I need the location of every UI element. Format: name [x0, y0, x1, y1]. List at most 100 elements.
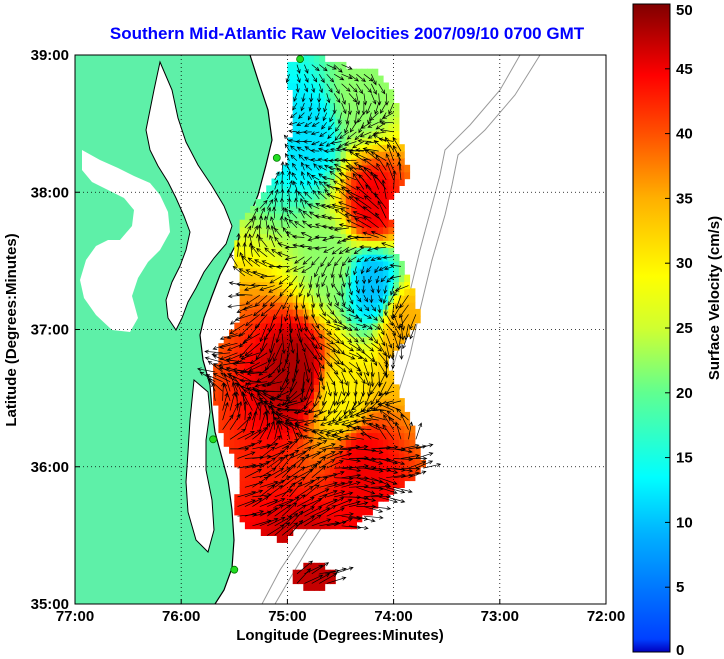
velocity-arrow	[348, 83, 358, 93]
velocity-arrow	[235, 282, 253, 287]
velocity-cell	[351, 137, 357, 145]
velocity-arrow	[395, 421, 402, 440]
velocity-arrow	[333, 163, 350, 171]
velocity-arrow	[317, 436, 335, 441]
velocity-cell	[244, 240, 251, 248]
velocity-cell	[250, 336, 257, 344]
velocity-arrow	[378, 486, 398, 495]
velocity-cell	[324, 233, 331, 241]
velocity-cell	[255, 240, 262, 248]
velocity-cell	[404, 446, 411, 454]
velocity-arrow	[300, 171, 305, 181]
velocity-cell	[335, 507, 342, 516]
velocity-arrow	[311, 256, 320, 266]
velocity-cell	[383, 418, 389, 427]
velocity-cell	[351, 274, 357, 283]
velocity-cell	[266, 487, 273, 495]
velocity-cell	[308, 151, 315, 159]
velocity-arrow	[300, 232, 312, 238]
velocity-cell	[345, 473, 352, 482]
velocity-arrow	[378, 333, 386, 347]
velocity-cell	[398, 295, 405, 303]
velocity-cell	[298, 96, 304, 104]
velocity-cell	[335, 521, 342, 530]
velocity-cell	[329, 501, 336, 509]
velocity-cell	[292, 82, 299, 90]
velocity-arrow	[276, 264, 290, 269]
velocity-arrow	[333, 352, 344, 366]
velocity-arrow	[370, 93, 377, 105]
velocity-cell	[340, 212, 347, 221]
velocity-arrow	[277, 352, 283, 374]
velocity-cell	[372, 151, 379, 159]
velocity-cell	[292, 411, 299, 420]
velocity-cell	[239, 487, 246, 495]
velocity-cell	[234, 446, 241, 454]
velocity-cell	[287, 171, 294, 180]
velocity-cell	[282, 411, 288, 420]
velocity-cell	[351, 391, 357, 399]
velocity-arrow	[311, 448, 327, 459]
velocity-arrow	[252, 207, 259, 219]
velocity-cell	[292, 569, 299, 578]
velocity-cell	[292, 521, 299, 530]
velocity-arrow	[326, 490, 346, 498]
velocity-arrow	[348, 304, 355, 314]
velocity-arrow	[389, 285, 394, 296]
velocity-cell	[213, 391, 219, 399]
velocity-cell	[361, 240, 368, 248]
velocity-arrow	[386, 486, 406, 494]
velocity-cell	[313, 254, 320, 262]
velocity-cell	[276, 453, 283, 461]
velocity-arrow	[298, 112, 305, 119]
velocity-cell	[367, 281, 373, 289]
velocity-arrow	[309, 371, 315, 393]
velocity-cell	[229, 336, 235, 344]
velocity-cell	[303, 466, 310, 475]
velocity-arrow	[333, 323, 348, 330]
velocity-arrow	[273, 343, 283, 363]
velocity-cell	[308, 473, 315, 482]
velocity-cell	[250, 343, 257, 351]
velocity-cell	[361, 473, 368, 482]
velocity-arrow	[361, 102, 366, 116]
velocity-cell	[372, 473, 379, 482]
velocity-cell	[404, 425, 411, 434]
velocity-cell	[303, 514, 310, 523]
velocity-arrow	[354, 197, 372, 209]
velocity-cell	[383, 432, 389, 440]
velocity-cell	[324, 260, 331, 269]
velocity-cell	[292, 116, 299, 125]
velocity-cell	[303, 61, 310, 70]
velocity-cell	[308, 212, 315, 221]
velocity-cell	[351, 363, 357, 372]
velocity-arrow	[343, 410, 357, 419]
velocity-cell	[393, 439, 400, 447]
velocity-arrow	[237, 401, 243, 421]
velocity-cell	[271, 336, 278, 344]
velocity-cell	[383, 494, 389, 502]
velocity-cell	[255, 199, 262, 207]
velocity-arrow	[319, 131, 327, 137]
velocity-cell	[377, 384, 384, 392]
velocity-cell	[292, 322, 299, 331]
velocity-arrow	[375, 212, 387, 229]
velocity-cell	[372, 96, 379, 104]
velocity-arrow	[379, 128, 394, 133]
velocity-arrow	[327, 419, 342, 426]
velocity-arrow	[348, 167, 365, 181]
velocity-arrow	[333, 314, 342, 325]
velocity-cell	[255, 521, 262, 530]
velocity-arrow	[353, 419, 372, 424]
velocity-arrow	[348, 73, 359, 82]
velocity-arrow	[262, 294, 275, 307]
velocity-cell	[266, 308, 273, 317]
velocity-cell	[393, 151, 400, 159]
velocity-cell	[372, 391, 379, 399]
velocity-cell	[404, 171, 411, 180]
velocity-cell	[404, 288, 411, 296]
velocity-arrow	[353, 391, 358, 407]
velocity-cell	[266, 226, 273, 235]
velocity-cell	[298, 576, 304, 585]
velocity-cell	[234, 343, 241, 351]
